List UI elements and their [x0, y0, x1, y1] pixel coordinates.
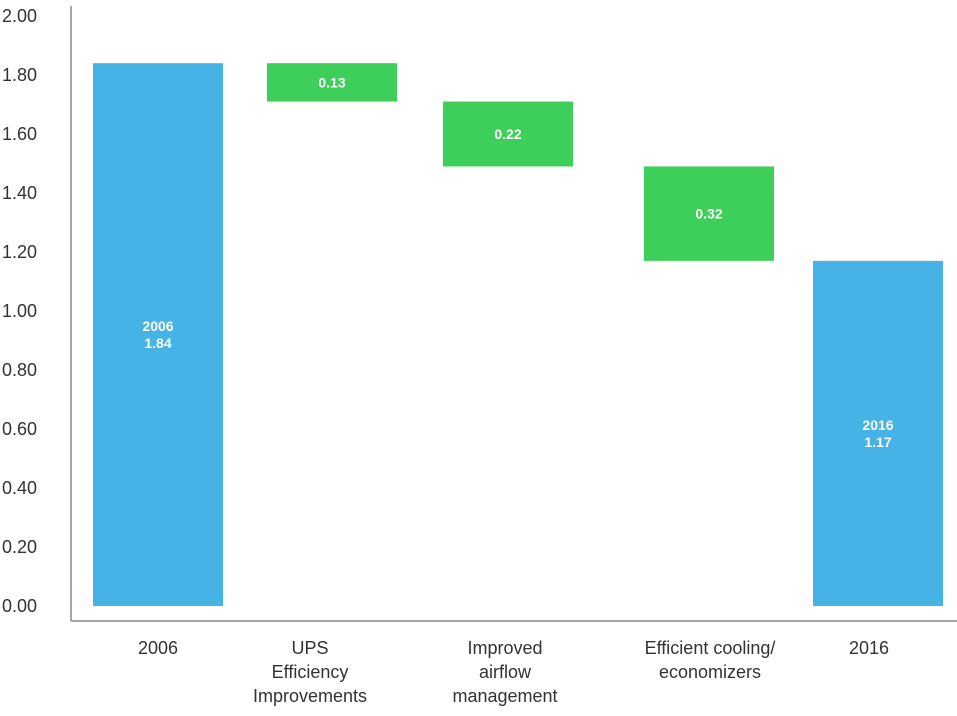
y-tick-label: 0.60 [2, 419, 37, 439]
x-category-label: Improved [467, 638, 542, 658]
decrease-bar [443, 101, 573, 167]
x-category-label: 2016 [849, 638, 889, 658]
decrease-bar [644, 166, 774, 261]
x-category-label: 2006 [138, 638, 178, 658]
y-tick-label: 1.00 [2, 301, 37, 321]
y-tick-label: 0.00 [2, 596, 37, 616]
y-tick-label: 0.20 [2, 537, 37, 557]
x-category-label: UPS [291, 638, 328, 658]
y-tick-label: 2.00 [2, 6, 37, 26]
y-tick-label: 0.80 [2, 360, 37, 380]
x-category-label: Efficient cooling/ [645, 638, 776, 658]
bar-value-label: 0.13 [318, 74, 345, 90]
x-category-label: Efficiency [272, 662, 349, 682]
x-category-label: economizers [659, 662, 761, 682]
x-axis-labels: 2006 UPS Efficiency Improvements Improved air… [138, 638, 889, 706]
x-category-label: Improvements [253, 686, 367, 706]
y-tick-label: 1.80 [2, 65, 37, 85]
y-tick-label: 1.60 [2, 124, 37, 144]
bar-value-label: 2016 [862, 417, 893, 433]
x-category-label: management [452, 686, 557, 706]
total-bar [93, 63, 223, 606]
y-axis-ticks: 0.00 0.20 0.40 0.60 0.80 1.00 1.20 1.40 1.60 1.80… [2, 6, 37, 616]
decrease-bar [267, 63, 397, 102]
bar-value-label: 0.22 [494, 126, 521, 142]
bar-value-label: 1.84 [144, 335, 171, 351]
x-category-label: airflow [479, 662, 532, 682]
bar-value-label: 2006 [142, 318, 173, 334]
y-tick-label: 1.40 [2, 183, 37, 203]
y-tick-label: 1.20 [2, 242, 37, 262]
y-tick-label: 0.40 [2, 478, 37, 498]
total-bar [813, 260, 943, 606]
bars-group [93, 63, 943, 606]
bar-value-label: 0.32 [695, 206, 722, 222]
bar-value-label: 1.17 [864, 434, 891, 450]
